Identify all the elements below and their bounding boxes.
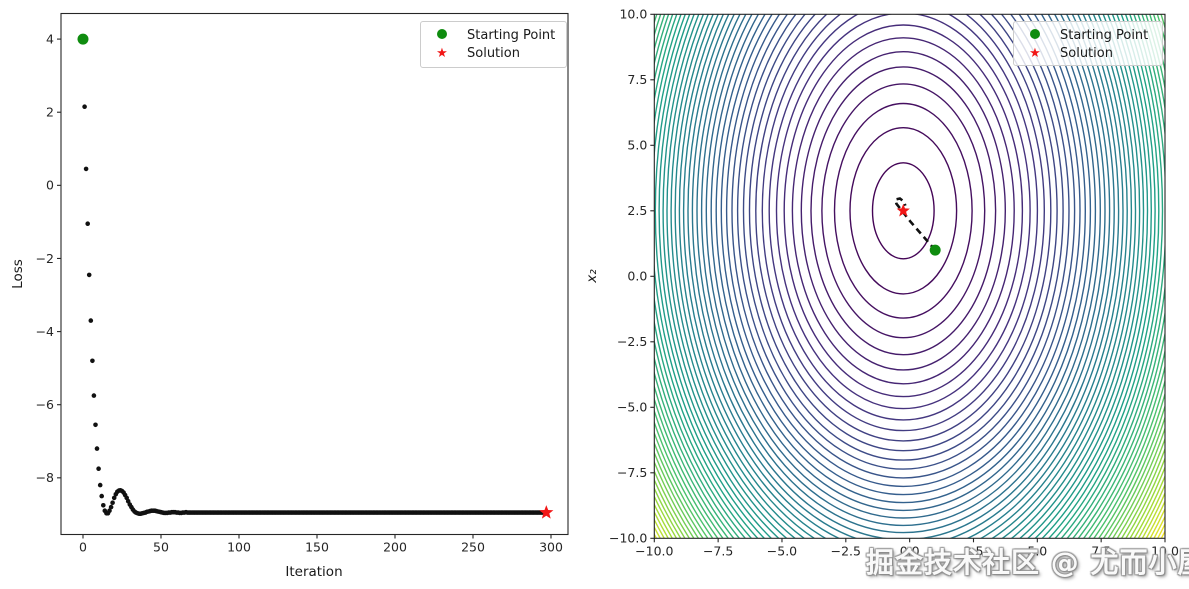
x-tick-label: 250 [461, 540, 485, 555]
legend-item-starting-point: Starting Point [429, 27, 556, 45]
legend-right: Starting Point ★ Solution [1013, 21, 1163, 66]
starting-point-marker-icon [1022, 27, 1048, 45]
legend-label-solution: Solution [467, 46, 520, 61]
y-tick-label: 0.0 [627, 269, 647, 284]
y-tick-label: 2.5 [627, 203, 647, 218]
starting-point-marker-icon [429, 27, 455, 45]
legend-label-starting-point: Starting Point [467, 28, 556, 43]
x-tick-label: 5.0 [1027, 543, 1047, 558]
iteration-axis-label: Iteration [285, 564, 343, 580]
x-tick-label: 7.5 [1091, 543, 1111, 558]
y-tick-label: 4 [46, 31, 54, 46]
y-tick-label: −10.0 [609, 531, 647, 546]
loss-axis-label: Loss [10, 259, 26, 289]
x-tick-label: −2.5 [831, 543, 861, 558]
y-tick-label: 0 [46, 178, 54, 193]
x-tick-label: 0.0 [900, 543, 920, 558]
contour-rings [654, 14, 1165, 539]
solution-marker [896, 203, 910, 217]
y-tick-label: −8 [36, 470, 54, 485]
y-tick-label: −6 [36, 397, 54, 412]
solution-marker [539, 505, 554, 519]
x-tick-label: 0 [79, 540, 87, 555]
x-tick-label: 10.0 [1151, 543, 1179, 558]
x-tick-label: −7.5 [703, 543, 733, 558]
y-tick-label: 2 [46, 105, 54, 120]
legend-label-solution: Solution [1060, 46, 1113, 61]
legend-item-starting-point: Starting Point [1022, 27, 1152, 45]
start-point-marker [77, 33, 89, 45]
x-tick-label: 2.5 [964, 543, 984, 558]
y-tick-label: 7.5 [627, 72, 647, 87]
y-tick-label: −7.5 [617, 465, 647, 480]
legend-item-solution: ★ Solution [429, 45, 556, 63]
y-tick-label: −5.0 [617, 400, 647, 415]
x-tick-label: −10.0 [635, 543, 673, 558]
x-tick-label: 300 [539, 540, 563, 555]
y-tick-label: 10.0 [619, 7, 647, 22]
x-tick-label: 100 [227, 540, 251, 555]
watermark: 掘金技术社区 @ 尤而小屋 [866, 546, 1189, 579]
y-tick-label: −2.5 [617, 334, 647, 349]
solution-marker-icon: ★ [436, 46, 448, 61]
y-tick-label: 5.0 [627, 138, 647, 153]
solution-marker-icon: ★ [1029, 46, 1041, 61]
start-point-marker [929, 244, 941, 256]
legend-item-solution: ★ Solution [1022, 45, 1152, 63]
x2-axis-label: x₂ [584, 269, 600, 283]
y-tick-label: −4 [36, 324, 54, 339]
x-tick-label: −5.0 [767, 543, 797, 558]
y-tick-label: −2 [36, 251, 54, 266]
loss-series [80, 36, 548, 516]
x-tick-label: 200 [383, 540, 407, 555]
legend-left: Starting Point ★ Solution [420, 21, 567, 68]
axes-frame [60, 12, 569, 536]
x-tick-label: 150 [305, 540, 329, 555]
x1-axis-label: x₁ [903, 558, 917, 574]
legend-label-starting-point: Starting Point [1060, 28, 1149, 43]
descent-path [893, 197, 937, 251]
x-tick-label: 50 [153, 540, 169, 555]
